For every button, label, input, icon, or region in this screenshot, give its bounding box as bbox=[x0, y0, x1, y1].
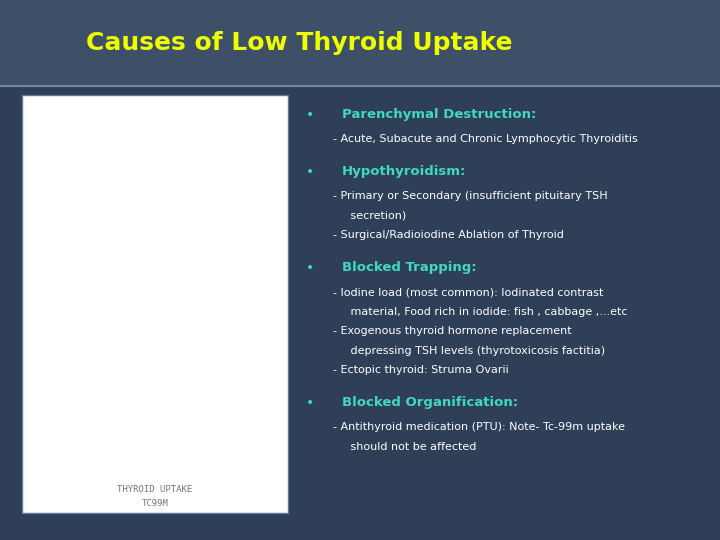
Text: •: • bbox=[306, 261, 314, 275]
Text: - Exogenous thyroid hormone replacement: - Exogenous thyroid hormone replacement bbox=[333, 326, 571, 336]
Text: TC99M: TC99M bbox=[141, 499, 168, 508]
Text: Blocked Trapping:: Blocked Trapping: bbox=[342, 261, 477, 274]
Text: depressing TSH levels (thyrotoxicosis factitia): depressing TSH levels (thyrotoxicosis fa… bbox=[340, 346, 605, 356]
Text: •: • bbox=[306, 165, 314, 179]
Text: THYROID UPTAKE: THYROID UPTAKE bbox=[117, 485, 192, 494]
Text: - Surgical/Radioiodine Ablation of Thyroid: - Surgical/Radioiodine Ablation of Thyro… bbox=[333, 230, 564, 240]
Text: should not be affected: should not be affected bbox=[340, 442, 476, 452]
Text: - Acute, Subacute and Chronic Lymphocytic Thyroiditis: - Acute, Subacute and Chronic Lymphocyti… bbox=[333, 134, 637, 144]
Text: •: • bbox=[306, 108, 314, 122]
Text: material, Food rich in iodide: fish , cabbage ,...etc: material, Food rich in iodide: fish , ca… bbox=[340, 307, 627, 317]
Text: Hypothyroidism:: Hypothyroidism: bbox=[342, 165, 467, 178]
Text: Blocked Organification:: Blocked Organification: bbox=[342, 396, 518, 409]
Text: secretion): secretion) bbox=[340, 211, 406, 221]
Text: Causes of Low Thyroid Uptake: Causes of Low Thyroid Uptake bbox=[86, 31, 513, 55]
Text: - Primary or Secondary (insufficient pituitary TSH: - Primary or Secondary (insufficient pit… bbox=[333, 191, 607, 201]
Text: - Ectopic thyroid: Struma Ovarii: - Ectopic thyroid: Struma Ovarii bbox=[333, 365, 508, 375]
Text: •: • bbox=[306, 396, 314, 410]
Text: - Iodine load (most common): Iodinated contrast: - Iodine load (most common): Iodinated c… bbox=[333, 287, 603, 298]
Text: - Antithyroid medication (PTU): Note- Tc-99m uptake: - Antithyroid medication (PTU): Note- Tc… bbox=[333, 422, 625, 433]
Text: Parenchymal Destruction:: Parenchymal Destruction: bbox=[342, 108, 536, 121]
